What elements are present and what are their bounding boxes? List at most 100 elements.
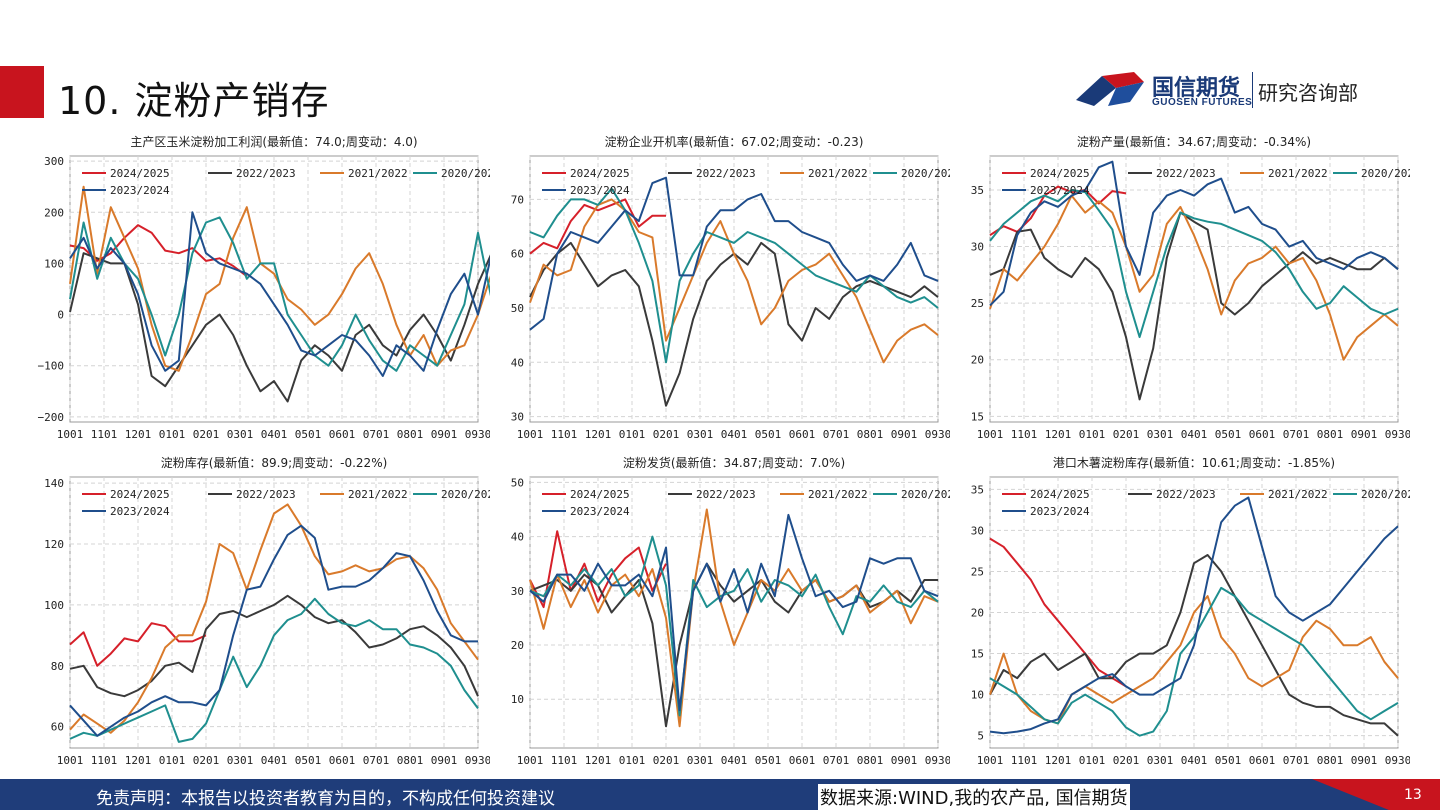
series-line-2022-2023 — [989, 211, 1399, 401]
y-tick-label: 40 — [511, 531, 524, 544]
page-title: 10. 淀粉产销存 — [58, 79, 330, 123]
x-tick-label: 0101 — [619, 754, 646, 767]
x-tick-label: 0401 — [261, 428, 288, 441]
chart-operating-rate: 淀粉企业开机率(最新值：67.02;周变动：-0.23) 1001 1101 1201… — [511, 134, 950, 441]
legend-label: 2020/2021 — [1361, 488, 1410, 501]
x-tick-label: 0901 — [1351, 754, 1378, 767]
series-line-2023-2024 — [69, 524, 478, 737]
legend-label: 2023/2024 — [110, 184, 170, 197]
data-source-text: 数据来源:WIND,我的农产品, 国信期货 — [818, 784, 1130, 810]
y-tick-label: 100 — [44, 257, 64, 270]
x-tick-label: 0201 — [653, 428, 680, 441]
legend-label: 2022/2023 — [1156, 167, 1216, 180]
x-tick-label: 0101 — [159, 754, 186, 767]
chart-title: 主产区玉米淀粉加工利润(最新值：74.0;周变动：4.0) — [130, 134, 417, 149]
y-tick-label: 60 — [511, 248, 524, 261]
y-tick-label: 15 — [971, 410, 984, 423]
series-line-2021-2022 — [529, 508, 939, 728]
y-tick-label: 30 — [511, 411, 524, 424]
series-line-2022-2023 — [69, 594, 479, 698]
x-tick-label: 0501 — [755, 428, 782, 441]
x-tick-label: 0401 — [1181, 754, 1208, 767]
legend-label: 2023/2024 — [570, 505, 630, 518]
legend-label: 2021/2022 — [808, 167, 868, 180]
x-tick-label: 0601 — [1249, 428, 1276, 441]
title-accent-bar — [0, 66, 44, 118]
legend-label: 2021/2022 — [1268, 167, 1328, 180]
x-tick-label: 0901 — [1351, 428, 1378, 441]
x-tick-label: 0101 — [1079, 754, 1106, 767]
legend-label: 2023/2024 — [110, 505, 170, 518]
y-tick-label: 20 — [971, 354, 984, 367]
x-tick-label: 0601 — [1249, 754, 1276, 767]
y-tick-label: 70 — [511, 193, 524, 206]
disclaimer-text: 免责声明：本报告以投资者教育为目的，不构成任何投资建议 — [96, 789, 555, 809]
x-tick-label: 0930 — [925, 428, 950, 441]
x-tick-label: 0930 — [1385, 754, 1410, 767]
x-tick-label: 0101 — [159, 428, 186, 441]
x-tick-label: 0201 — [1113, 428, 1140, 441]
logo-divider — [1252, 72, 1253, 108]
x-tick-label: 0930 — [465, 428, 490, 441]
x-tick-label: 0801 — [857, 754, 884, 767]
legend-label: 2022/2023 — [696, 488, 756, 501]
chart-cassava-starch-inventory: 港口木薯淀粉库存(最新值：10.61;周变动：-1.85%) 1001 1101 12… — [971, 455, 1410, 767]
x-tick-label: 0201 — [653, 754, 680, 767]
legend-label: 2024/2025 — [1030, 488, 1090, 501]
legend-label: 2024/2025 — [1030, 167, 1090, 180]
series-line-2020-2021 — [989, 586, 1399, 737]
y-tick-label: 40 — [511, 356, 524, 369]
y-tick-label: 30 — [971, 524, 984, 537]
chart-title: 淀粉库存(最新值：89.9;周变动：-0.22%) — [161, 455, 388, 470]
series-line-2020-2021 — [69, 597, 479, 743]
series-line-2021-2022 — [989, 194, 1399, 361]
x-tick-label: 0801 — [397, 428, 424, 441]
logo-dept-text: 研究咨询部 — [1258, 81, 1358, 105]
y-tick-label: 25 — [971, 297, 984, 310]
legend-label: 2022/2023 — [696, 167, 756, 180]
x-tick-label: 0801 — [1317, 428, 1344, 441]
x-tick-label: 0701 — [363, 428, 390, 441]
y-tick-label: −200 — [38, 411, 65, 424]
logo-cn-text: 国信期货 — [1152, 76, 1241, 101]
x-tick-label: 0701 — [1283, 428, 1310, 441]
x-tick-label: 0501 — [755, 754, 782, 767]
x-tick-label: 0301 — [687, 428, 714, 441]
x-tick-label: 0801 — [397, 754, 424, 767]
legend-label: 2021/2022 — [348, 167, 408, 180]
x-tick-label: 0801 — [857, 428, 884, 441]
x-tick-label: 0201 — [193, 754, 220, 767]
x-tick-label: 1101 — [1011, 428, 1038, 441]
x-tick-label: 0901 — [891, 754, 918, 767]
y-tick-label: 120 — [44, 538, 64, 551]
legend-label: 2024/2025 — [570, 488, 630, 501]
legend-label: 2021/2022 — [808, 488, 868, 501]
series-line-2023-2024 — [69, 211, 490, 377]
legend-label: 2023/2024 — [570, 184, 630, 197]
x-tick-label: 0501 — [1215, 428, 1242, 441]
x-tick-label: 0501 — [1215, 754, 1242, 767]
x-tick-label: 0601 — [789, 428, 816, 441]
y-tick-label: 300 — [44, 155, 64, 168]
footer-bar — [0, 779, 1440, 810]
page-number: 13 — [1404, 787, 1422, 803]
x-tick-label: 1001 — [57, 428, 84, 441]
legend-label: 2020/2021 — [441, 488, 490, 501]
x-tick-label: 1101 — [1011, 754, 1038, 767]
x-tick-label: 0401 — [721, 428, 748, 441]
logo-en-text: GUOSEN FUTURES — [1152, 97, 1253, 108]
y-tick-label: 80 — [51, 660, 64, 673]
legend-label: 2023/2024 — [1030, 184, 1090, 197]
x-tick-label: 0301 — [1147, 754, 1174, 767]
series-line-2024-2025 — [529, 198, 666, 255]
series-line-2024-2025 — [989, 537, 1127, 688]
y-tick-label: 35 — [971, 483, 984, 496]
y-tick-label: −100 — [38, 360, 65, 373]
legend-label: 2024/2025 — [570, 167, 630, 180]
x-tick-label: 0201 — [193, 428, 220, 441]
legend-label: 2020/2021 — [901, 488, 950, 501]
series-line-2024-2025 — [69, 622, 207, 667]
chart-title: 港口木薯淀粉库存(最新值：10.61;周变动：-1.85%) — [1053, 455, 1335, 470]
x-tick-label: 0930 — [465, 754, 490, 767]
x-tick-label: 0501 — [295, 428, 322, 441]
